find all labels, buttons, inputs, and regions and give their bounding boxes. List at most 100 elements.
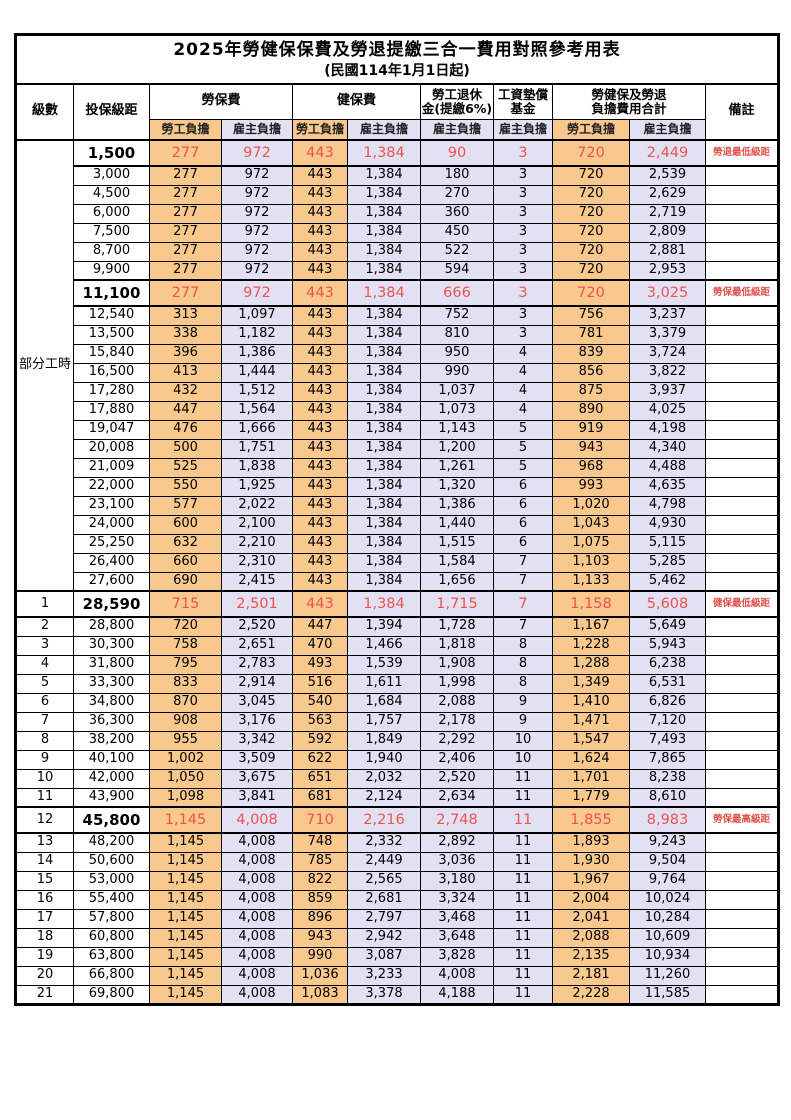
cell-health-employer: 1,384 bbox=[347, 139, 421, 168]
cell-note bbox=[704, 419, 780, 440]
cell-wagefund-employer: 8 bbox=[493, 673, 553, 694]
cell-note bbox=[704, 965, 780, 986]
subcol-total-employer-share: 雇主負擔 bbox=[629, 119, 706, 142]
cell-health-employee: 785 bbox=[292, 851, 348, 872]
cell-level: 10 bbox=[15, 768, 74, 789]
table-row: 16,500 413 1,444 443 1,384 990 4 856 3,822 bbox=[16, 362, 780, 383]
cell-salary: 6,000 bbox=[73, 203, 150, 224]
cell-pension-employer: 810 bbox=[420, 324, 494, 345]
cell-wagefund-employer: 5 bbox=[493, 438, 553, 459]
subcol-labor-employer-share: 雇主負擔 bbox=[221, 119, 293, 142]
table-row: 20,008 500 1,751 443 1,384 1,200 5 943 4,340 bbox=[16, 438, 780, 459]
cell-health-employer: 1,384 bbox=[347, 241, 421, 262]
cell-labor-employee: 1,002 bbox=[149, 749, 222, 770]
cell-total-employee: 1,103 bbox=[552, 552, 630, 573]
cell-labor-employer: 2,100 bbox=[221, 514, 293, 535]
cell-total-employer: 2,809 bbox=[629, 222, 706, 243]
cell-health-employer: 2,797 bbox=[347, 908, 421, 929]
cell-note bbox=[704, 889, 780, 910]
cell-salary: 16,500 bbox=[73, 362, 150, 383]
cell-note bbox=[704, 832, 780, 853]
cell-health-employee: 470 bbox=[292, 635, 348, 656]
cell-health-employee: 651 bbox=[292, 768, 348, 789]
cell-wagefund-employer: 11 bbox=[493, 927, 553, 948]
cell-pension-employer: 2,292 bbox=[420, 730, 494, 751]
cell-labor-employer: 1,386 bbox=[221, 343, 293, 364]
cell-total-employer: 9,243 bbox=[629, 832, 706, 853]
cell-salary: 4,500 bbox=[73, 184, 150, 205]
cell-salary: 25,250 bbox=[73, 533, 150, 554]
cell-labor-employee: 1,098 bbox=[149, 787, 222, 808]
cell-salary: 22,000 bbox=[73, 476, 150, 497]
cell-health-employee: 1,083 bbox=[292, 984, 348, 1005]
cell-health-employee: 859 bbox=[292, 889, 348, 910]
cell-total-employee: 839 bbox=[552, 343, 630, 364]
cell-pension-employer: 594 bbox=[420, 260, 494, 281]
table-row: 1 28,590 715 2,501 443 1,384 1,715 7 1,158 5,608 健… bbox=[15, 590, 780, 619]
cell-wagefund-employer: 11 bbox=[493, 806, 553, 835]
cell-health-employee: 443 bbox=[292, 590, 348, 619]
cell-health-employee: 443 bbox=[292, 400, 348, 421]
cell-wagefund-employer: 3 bbox=[493, 305, 553, 326]
cell-pension-employer: 1,200 bbox=[420, 438, 494, 459]
cell-labor-employer: 3,509 bbox=[221, 749, 293, 770]
cell-health-employee: 748 bbox=[292, 832, 348, 853]
cell-health-employee: 493 bbox=[292, 654, 348, 675]
cell-labor-employee: 432 bbox=[149, 381, 222, 402]
table-row: 4 31,800 795 2,783 493 1,539 1,908 8 1,288 6,238 bbox=[15, 654, 780, 675]
cell-total-employer: 4,488 bbox=[629, 457, 706, 478]
cell-wagefund-employer: 6 bbox=[493, 514, 553, 535]
cell-note bbox=[704, 730, 780, 751]
cell-health-employer: 1,384 bbox=[347, 514, 421, 535]
title-block: 2025年勞健保保費及勞退提繳三合一費用對照參考用表 (民國114年1月1日起) bbox=[14, 33, 780, 85]
table-row: 17 57,800 1,145 4,008 896 2,797 3,468 11 2,041 10… bbox=[15, 908, 780, 929]
cell-total-employer: 2,449 bbox=[629, 139, 706, 168]
cell-labor-employer: 4,008 bbox=[221, 832, 293, 853]
cell-health-employer: 1,849 bbox=[347, 730, 421, 751]
cell-labor-employer: 4,008 bbox=[221, 984, 293, 1005]
cell-salary: 30,300 bbox=[73, 635, 150, 656]
cell-labor-employee: 525 bbox=[149, 457, 222, 478]
table-row: 19,047 476 1,666 443 1,384 1,143 5 919 4,198 bbox=[16, 419, 780, 440]
cell-health-employer: 1,384 bbox=[347, 279, 421, 308]
cell-health-employer: 1,611 bbox=[347, 673, 421, 694]
cell-labor-employer: 4,008 bbox=[221, 889, 293, 910]
cell-note bbox=[704, 381, 780, 402]
cell-total-employer: 8,983 bbox=[629, 806, 706, 835]
table-row: 3 30,300 758 2,651 470 1,466 1,818 8 1,228 5,943 bbox=[15, 635, 780, 656]
cell-level: 1 bbox=[15, 590, 74, 619]
cell-total-employer: 9,504 bbox=[629, 851, 706, 872]
cell-salary: 17,280 bbox=[73, 381, 150, 402]
cell-labor-employee: 600 bbox=[149, 514, 222, 535]
table-row: 9,900 277 972 443 1,384 594 3 720 2,953 bbox=[16, 260, 780, 281]
cell-note bbox=[704, 711, 780, 732]
cell-pension-employer: 1,386 bbox=[420, 495, 494, 516]
cell-labor-employer: 4,008 bbox=[221, 946, 293, 967]
cell-health-employee: 443 bbox=[292, 552, 348, 573]
cell-health-employee: 443 bbox=[292, 495, 348, 516]
cell-note: 勞保最低級距 bbox=[704, 279, 780, 308]
cell-note: 勞退最低級距 bbox=[704, 139, 780, 168]
cell-total-employer: 7,865 bbox=[629, 749, 706, 770]
cell-health-employer: 3,378 bbox=[347, 984, 421, 1005]
cell-pension-employer: 2,088 bbox=[420, 692, 494, 713]
cell-wagefund-employer: 8 bbox=[493, 635, 553, 656]
cell-wagefund-employer: 9 bbox=[493, 692, 553, 713]
cell-labor-employer: 1,444 bbox=[221, 362, 293, 383]
cell-pension-employer: 522 bbox=[420, 241, 494, 262]
cell-total-employee: 968 bbox=[552, 457, 630, 478]
table-row: 部分工時 1,500 277 972 443 1,384 90 3 720 2,449 勞退最低級距 bbox=[15, 139, 780, 593]
cell-note bbox=[704, 851, 780, 872]
cell-salary: 33,300 bbox=[73, 673, 150, 694]
cell-total-employee: 720 bbox=[552, 139, 630, 168]
cell-labor-employer: 972 bbox=[221, 165, 293, 186]
cell-total-employer: 10,024 bbox=[629, 889, 706, 910]
cell-note bbox=[704, 165, 780, 186]
cell-health-employee: 443 bbox=[292, 222, 348, 243]
cell-pension-employer: 90 bbox=[420, 139, 494, 168]
cell-pension-employer: 4,188 bbox=[420, 984, 494, 1005]
cell-health-employee: 443 bbox=[292, 305, 348, 326]
cell-salary: 8,700 bbox=[73, 241, 150, 262]
cell-salary: 21,009 bbox=[73, 457, 150, 478]
cell-labor-employer: 1,564 bbox=[221, 400, 293, 421]
